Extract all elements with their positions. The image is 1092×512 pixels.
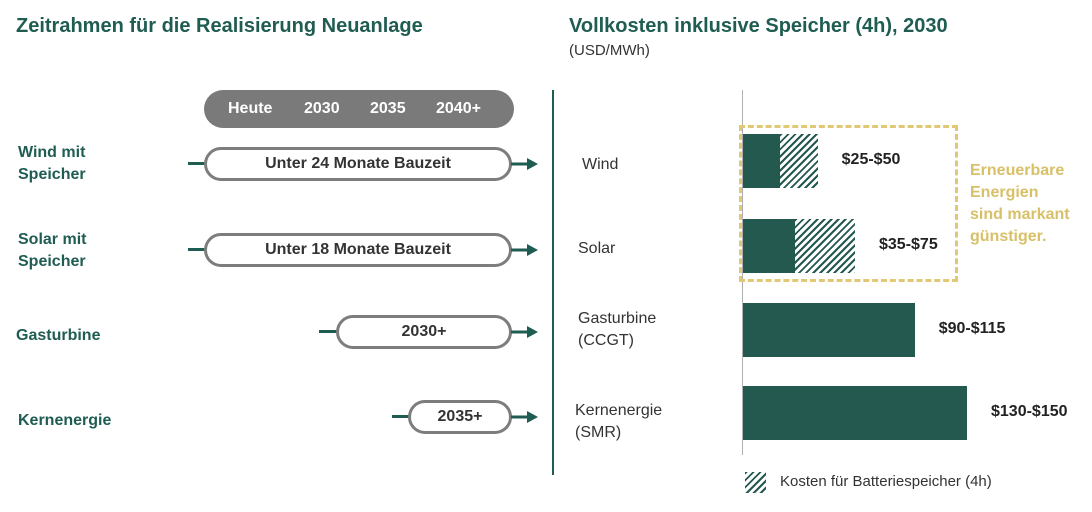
timeline-lead-line <box>188 162 205 165</box>
value-label-nuclear: $130-$150 <box>991 403 1068 420</box>
chart-title: Vollkosten inklusive Speicher (4h), 2030 <box>569 15 948 37</box>
highlight-note-line: Energien <box>970 184 1039 201</box>
tech-label-line: Wind mit <box>18 144 86 161</box>
value-label-wind: $25-$50 <box>841 151 901 168</box>
category-label-solar: Solar <box>578 238 615 260</box>
timeframe-pill-solar: Unter 18 Monate Bauzeit <box>204 233 512 267</box>
timeline-lead-line <box>188 248 205 251</box>
years-header <box>204 90 514 128</box>
legend-swatch-hatched <box>745 472 766 493</box>
left-title: Zeitrahmen für die Realisierung Neuanlag… <box>16 15 423 37</box>
year-2040-plus: 2040+ <box>436 100 481 117</box>
arrow-right-icon <box>511 157 539 171</box>
tech-label-line: Gasturbine <box>16 327 101 344</box>
bar-gas-total <box>743 303 915 357</box>
timeframe-pill-gas: 2030+ <box>336 315 512 349</box>
value-label-solar: $35-$75 <box>879 236 938 253</box>
tech-label-line: Speicher <box>18 253 86 270</box>
arrow-right-icon <box>511 410 539 424</box>
value-label-gas: $90-$115 <box>938 320 1006 337</box>
year-today: Heute <box>228 100 273 117</box>
category-label-gas: Gasturbine (CCGT) <box>578 308 656 352</box>
timeline-lead-line <box>392 415 409 418</box>
legend-label: Kosten für Batteriespeicher (4h) <box>780 473 992 490</box>
category-label-line: (CCGT) <box>578 332 634 349</box>
category-label-nuclear: Kernenergie (SMR) <box>575 400 662 444</box>
chart-subtitle: (USD/MWh) <box>569 42 650 59</box>
arrow-right-icon <box>511 325 539 339</box>
category-label-line: Gasturbine <box>578 310 657 327</box>
timeline-lead-line <box>319 330 337 333</box>
bar-nuclear-total <box>743 386 967 440</box>
bar-solar-storage <box>795 219 855 273</box>
chart-axis-line <box>742 90 743 455</box>
tech-label-gas: Gasturbine <box>16 325 100 347</box>
arrow-right-icon <box>511 243 539 257</box>
tech-label-nuclear: Kernenergie <box>18 410 111 432</box>
bar-wind-storage <box>780 134 818 188</box>
bar-solar-base <box>743 219 796 273</box>
year-2030: 2030 <box>304 100 340 117</box>
panel-divider <box>552 90 554 475</box>
category-label-line: Wind <box>582 156 619 173</box>
timeframe-pill-nuclear: 2035+ <box>408 400 512 434</box>
category-label-line: Kernenergie <box>575 402 663 419</box>
category-label-wind: Wind <box>582 154 618 176</box>
bar-wind-base <box>743 134 781 188</box>
category-label-line: Solar <box>578 240 616 257</box>
tech-label-wind: Wind mit Speicher <box>18 142 86 186</box>
highlight-note: Erneuerbare Energien sind markant günsti… <box>970 160 1070 248</box>
highlight-note-line: Erneuerbare <box>970 162 1065 179</box>
tech-label-solar: Solar mit Speicher <box>18 229 86 273</box>
tech-label-line: Speicher <box>18 166 86 183</box>
renewables-highlight-box <box>739 125 958 282</box>
tech-label-line: Solar mit <box>18 231 87 248</box>
timeframe-pill-wind: Unter 24 Monate Bauzeit <box>204 147 512 181</box>
highlight-note-line: günstiger. <box>970 228 1047 245</box>
tech-label-line: Kernenergie <box>18 412 112 429</box>
highlight-note-line: sind markant <box>970 206 1070 223</box>
year-2035: 2035 <box>370 100 406 117</box>
category-label-line: (SMR) <box>575 424 622 441</box>
